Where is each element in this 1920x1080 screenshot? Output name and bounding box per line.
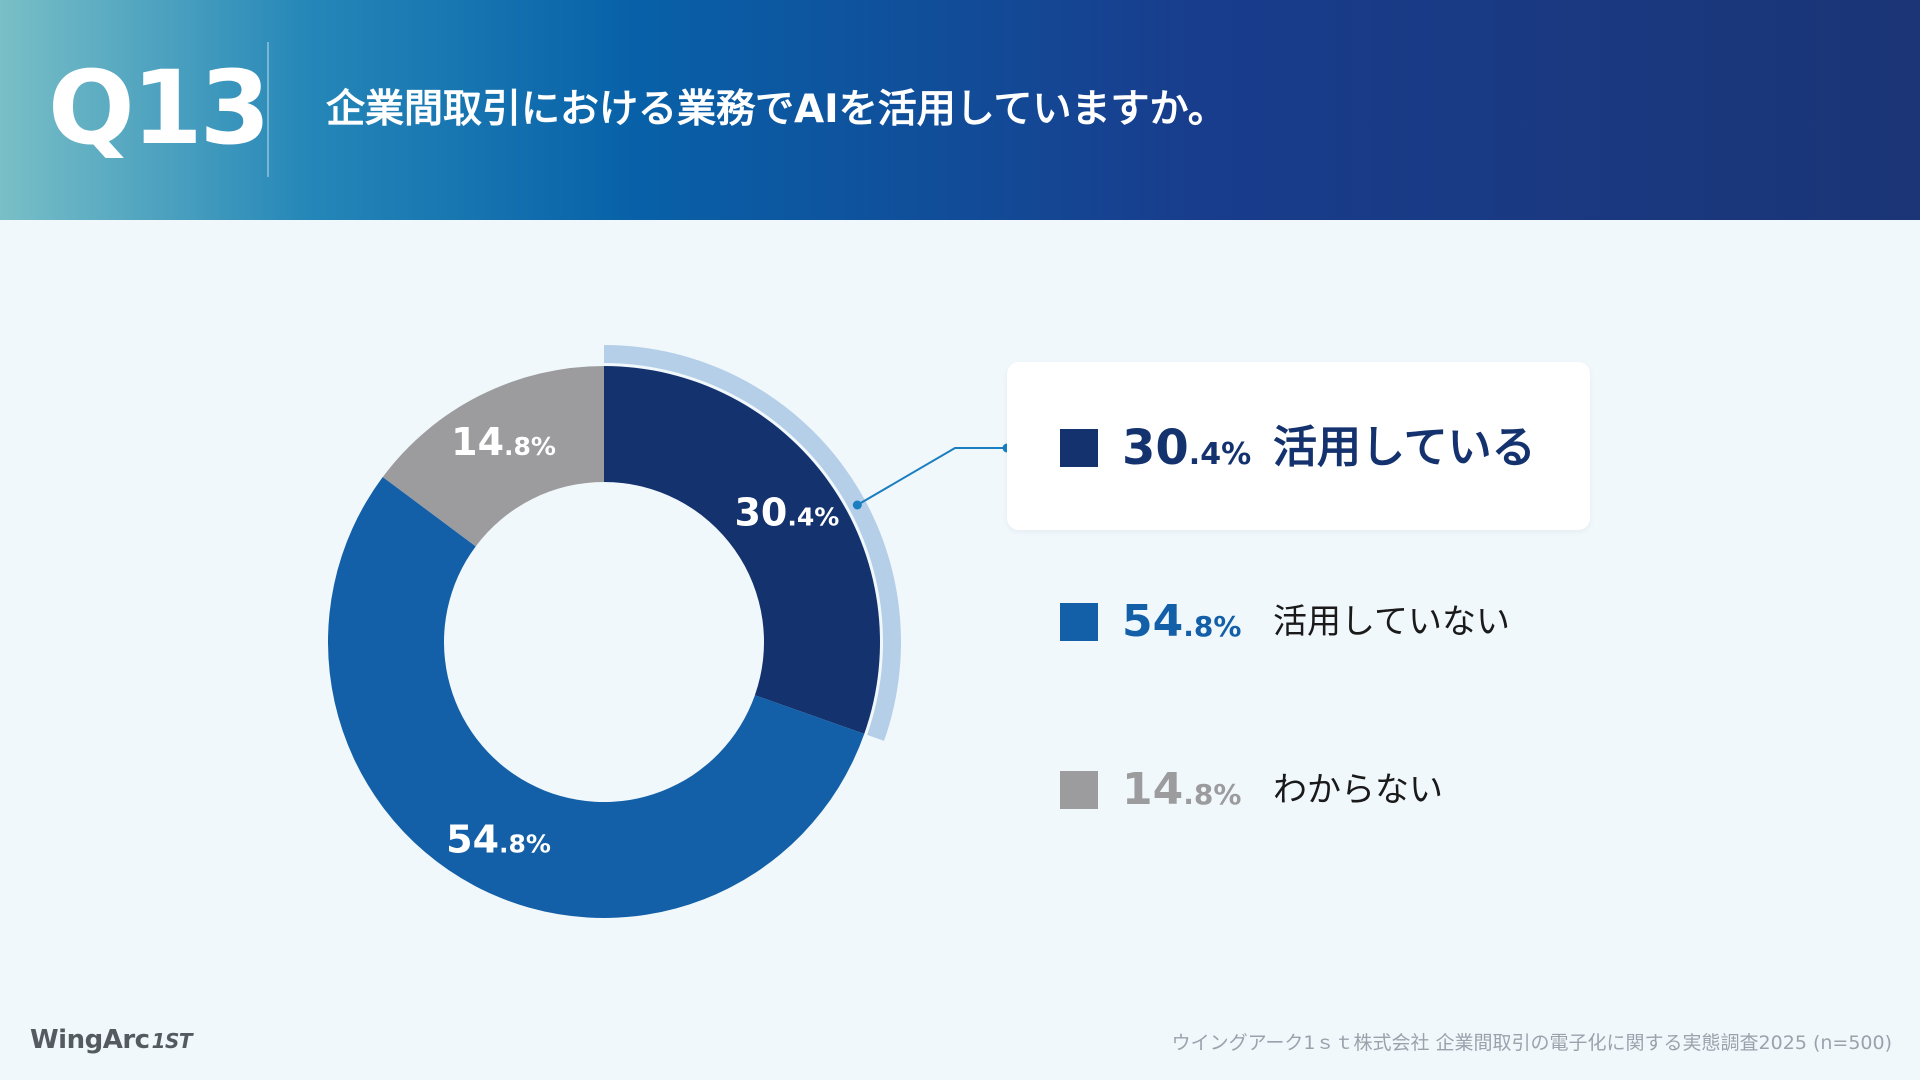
legend-highlight-card xyxy=(1007,362,1590,530)
legend-value-not-using: 54.8% xyxy=(1122,596,1242,647)
source-note: ウイングアーク1ｓｔ株式会社 企業間取引の電子化に関する実態調査2025 (n=… xyxy=(1171,1032,1892,1054)
legend-label-not-using: 活用していない xyxy=(1273,602,1510,642)
highlight-connector xyxy=(856,447,1007,506)
header-divider xyxy=(267,42,269,177)
donut-slice-unknown xyxy=(382,366,604,547)
donut-slice-not-using xyxy=(327,476,865,919)
legend-swatch-not-using xyxy=(1060,603,1098,641)
legend-swatch-unknown xyxy=(1060,771,1098,809)
legend-label-using: 活用している xyxy=(1273,422,1536,473)
legend-value-unknown: 14.8% xyxy=(1122,764,1242,815)
connector-dot-start xyxy=(852,500,862,510)
legend-value-using: 30.4% xyxy=(1122,420,1252,476)
legend-label-unknown: わからない xyxy=(1273,770,1443,810)
question-title: 企業間取引における業務でAIを活用していますか。 xyxy=(326,87,1227,132)
question-number: Q13 xyxy=(48,49,271,168)
slice-label-using: 30.4% xyxy=(734,491,839,535)
slice-label-unknown: 14.8% xyxy=(451,420,556,464)
slice-label-not-using: 54.8% xyxy=(446,818,551,862)
wingarc-logo: WingArc 1ST xyxy=(30,1025,193,1055)
legend-swatch-using xyxy=(1060,429,1098,467)
header-banner: Q13 企業間取引における業務でAIを活用していますか。 xyxy=(0,0,1920,220)
donut-slice-using xyxy=(604,366,880,734)
